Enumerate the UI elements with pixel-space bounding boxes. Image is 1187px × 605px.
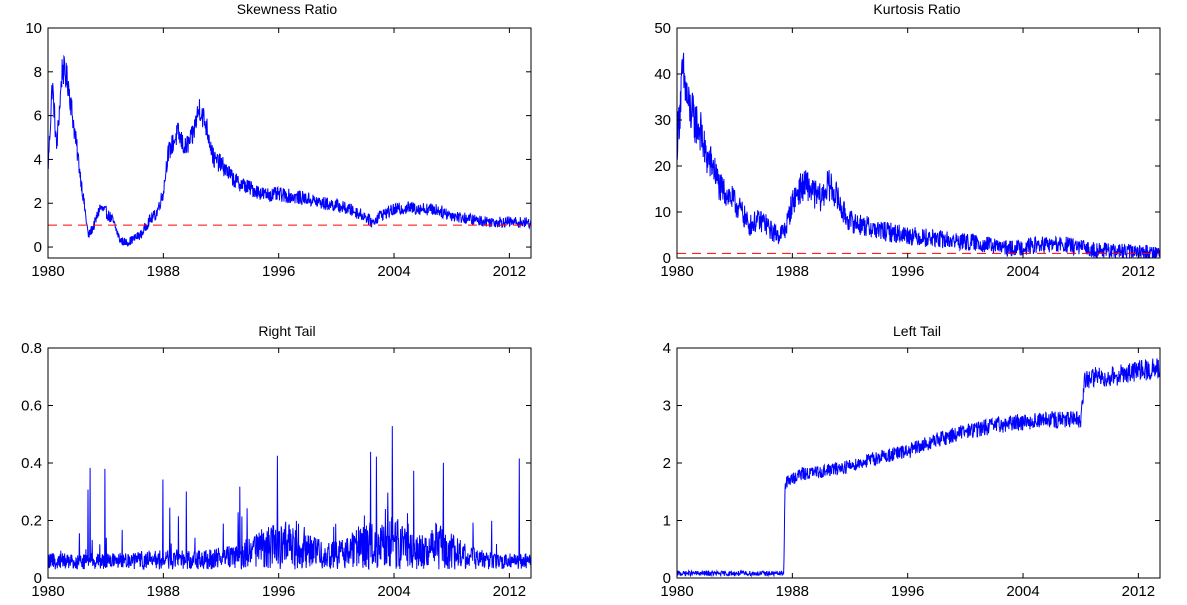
x-tick-label: 1996 [891,583,924,600]
data-series-line [676,52,1161,259]
chart-panel-kurtosis-ratio: Kurtosis Ratio [873,1,960,17]
y-tick-label: 0 [663,570,671,587]
x-tick-label: 1980 [660,583,693,600]
x-tick-label: 1980 [31,263,64,280]
y-tick-label: 0.8 [21,340,42,357]
y-tick-label: 4 [663,340,671,357]
x-tick-label: 2004 [377,263,410,280]
y-tick-label: 10 [654,204,671,221]
plot-area-right-tail: 1980 1988 1996 2004 2012 0 0.2 0.4 0.6 0.8 [21,340,532,600]
y-tick-label: 30 [654,112,671,129]
y-tick-label: 0 [34,239,42,256]
x-tick-label: 2012 [493,263,526,280]
axes-frame [47,27,532,259]
x-tick-label: 1980 [660,263,693,280]
y-tick-label: 1 [663,513,671,530]
x-tick-label: 1996 [262,583,295,600]
chart-panel-left-tail: Left Tail [893,323,941,339]
chart-title: Kurtosis Ratio [873,1,960,17]
x-tick-label: 2004 [1006,263,1039,280]
chart-title: Left Tail [893,323,941,339]
chart-panel-skewness-ratio: Skewness Ratio [237,1,338,17]
y-tick-label: 40 [654,66,671,83]
x-tick-label: 2012 [1122,263,1155,280]
y-tick-label: 50 [654,20,671,37]
chart-title: Right Tail [258,323,315,339]
y-tick-label: 2 [34,195,42,212]
x-tick-label: 1988 [776,263,809,280]
x-tick-label: 1996 [262,263,295,280]
x-tick-label: 2004 [1006,583,1039,600]
y-tick-label: 20 [654,158,671,175]
x-tick-label: 1980 [31,583,64,600]
y-tick-label: 0.4 [21,455,42,472]
x-tick-label: 1996 [891,263,924,280]
data-series-line [47,54,532,247]
plot-area-kurtosis-ratio: 1980 1988 1996 2004 2012 0 10 20 30 40 50 [654,20,1161,280]
x-tick-label: 2012 [493,583,526,600]
x-tick-label: 2004 [377,583,410,600]
data-series-line [676,358,1161,578]
x-tick-label: 1988 [776,583,809,600]
x-tick-label: 2012 [1122,583,1155,600]
y-tick-label: 0 [663,250,671,267]
chart-panel-right-tail: Right Tail [258,323,315,339]
chart-title: Skewness Ratio [237,1,338,17]
y-tick-label: 0.6 [21,398,42,415]
y-tick-label: 8 [34,64,42,81]
y-tick-label: 3 [663,398,671,415]
axes-frame [676,27,1161,259]
y-tick-label: 2 [663,455,671,472]
y-tick-label: 6 [34,108,42,125]
y-tick-label: 10 [25,20,42,37]
x-tick-label: 1988 [147,263,180,280]
plot-area-skewness-ratio: 1980 1988 1996 2004 2012 0 2 4 6 8 10 [25,20,532,280]
y-tick-label: 0.2 [21,513,42,530]
data-series-line [47,426,532,571]
y-tick-label: 4 [34,151,42,168]
x-tick-label: 1988 [147,583,180,600]
y-tick-label: 0 [34,570,42,587]
